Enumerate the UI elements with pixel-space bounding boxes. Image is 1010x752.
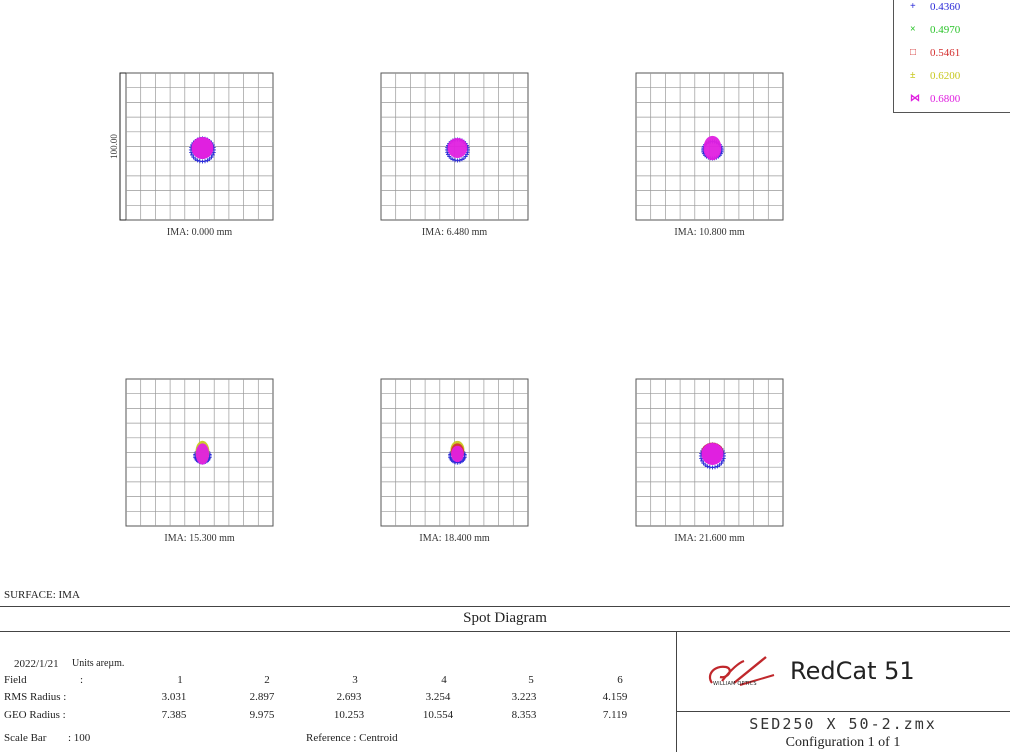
rms-value: 4.159 — [602, 691, 628, 703]
spot-point — [700, 458, 705, 463]
spot-point — [197, 159, 202, 164]
spot-plot: IMA: 6.480 mm — [380, 72, 529, 238]
scale-bar-value: : 100 — [68, 732, 91, 744]
spot-point — [717, 463, 722, 467]
logo-subtext: WILLIAM OPTICS — [713, 681, 757, 687]
wavelength-legend: + 0.4360 × 0.4970 □ 0.5461 ± 0.6200 ⋈ 0.… — [893, 0, 1010, 113]
legend-item: ± 0.6200 — [894, 69, 1010, 87]
date-text: 2022/1/21 — [14, 658, 59, 670]
spot-core — [195, 443, 210, 465]
spot-point — [703, 463, 708, 467]
legend-item: × 0.4970 — [894, 23, 1010, 41]
geo-value: 9.975 — [249, 709, 275, 721]
geo-value: 10.554 — [422, 709, 454, 721]
spot-point — [210, 152, 215, 157]
chart-title: Spot Diagram — [463, 610, 547, 626]
spot-point — [701, 461, 706, 466]
panel-divider — [676, 631, 677, 752]
spot-plot: IMA: 18.400 mm — [380, 378, 529, 544]
field-number: 2 — [264, 674, 270, 686]
title-row: Spot Diagram — [0, 607, 1010, 632]
field-number: 5 — [528, 674, 534, 686]
spot-core — [701, 442, 724, 465]
spot-point — [195, 158, 200, 163]
legend-label: 0.6800 — [930, 93, 961, 105]
reference-text: Reference : Centroid — [306, 732, 398, 744]
field-label: IMA: 18.400 mm — [419, 533, 490, 544]
file-name: SED250 X 50-2.zmx — [749, 715, 937, 733]
spot-diagram-plots: IMA: 0.000 mm IMA: 6.480 mm IMA: 10.800 mm… — [109, 72, 784, 544]
spot-point — [720, 458, 725, 463]
spot-core — [447, 137, 468, 158]
field-label: Field — [4, 674, 27, 686]
geo-value: 7.385 — [161, 709, 187, 721]
info-panel: Spot Diagram 2022/1/21 Units areµm. Fiel… — [0, 606, 1010, 752]
rms-value: 3.223 — [511, 691, 537, 703]
field-label: IMA: 6.480 mm — [422, 227, 488, 238]
legend-item: □ 0.5461 — [894, 46, 1010, 64]
spot-point — [445, 152, 450, 157]
legend-marker-icon: ± — [910, 70, 916, 81]
spot-point — [719, 461, 724, 466]
legend-item: ⋈ 0.6800 — [894, 92, 1010, 110]
geo-value: 7.119 — [602, 709, 628, 721]
spot-core — [703, 135, 722, 161]
branding-divider — [676, 711, 1010, 712]
spot-point — [459, 157, 464, 162]
legend-label: 0.4360 — [930, 1, 961, 13]
field-number: 3 — [352, 674, 358, 686]
surface-label: SURFACE: IMA — [4, 589, 80, 601]
spot-point — [453, 158, 458, 163]
product-name: RedCat 51 — [790, 657, 915, 685]
spot-point — [207, 157, 212, 161]
spot-point — [209, 155, 214, 160]
field-number: 4 — [441, 674, 447, 686]
spot-core — [451, 445, 464, 463]
spot-core — [191, 136, 214, 159]
spot-point — [715, 464, 720, 469]
geo-value: 10.253 — [333, 709, 365, 721]
field-label: IMA: 10.800 mm — [674, 227, 745, 238]
rms-value: 2.897 — [249, 691, 275, 703]
spot-point — [193, 157, 198, 161]
spot-point — [205, 158, 210, 163]
legend-item: + 0.4360 — [894, 0, 1010, 18]
units-text: Units areµm. — [72, 658, 125, 669]
legend-label: 0.5461 — [930, 47, 961, 59]
legend-marker-icon: × — [910, 24, 916, 35]
field-colon: : — [80, 674, 84, 686]
field-number: 6 — [617, 674, 623, 686]
scale-bar — [119, 72, 126, 221]
field-label: IMA: 21.600 mm — [674, 533, 745, 544]
legend-label: 0.4970 — [930, 24, 961, 36]
rms-value: 3.254 — [425, 691, 451, 703]
legend-marker-icon: + — [910, 1, 916, 12]
rms-label: RMS Radius : — [4, 691, 67, 703]
scale-bar-label: Scale Bar — [4, 732, 47, 744]
spot-point — [190, 152, 195, 157]
field-number: 1 — [177, 674, 183, 686]
legend-marker-icon: ⋈ — [910, 93, 920, 104]
spot-plot: IMA: 0.000 mm — [125, 72, 274, 238]
rms-value: 3.031 — [161, 691, 187, 703]
scale-bar-label: 100.00 — [109, 134, 119, 159]
spot-plot: IMA: 21.600 mm — [635, 378, 784, 544]
field-label: IMA: 15.300 mm — [164, 533, 235, 544]
geo-value: 8.353 — [511, 709, 537, 721]
legend-marker-icon: □ — [910, 47, 917, 58]
field-label: IMA: 0.000 mm — [167, 227, 233, 238]
rms-value: 2.693 — [336, 691, 362, 703]
william-optics-logo-icon — [708, 656, 775, 686]
spot-plot: IMA: 10.800 mm — [635, 72, 784, 238]
spot-plot: IMA: 15.300 mm — [125, 378, 274, 544]
configuration-text: Configuration 1 of 1 — [785, 735, 901, 750]
spot-point — [191, 155, 196, 160]
geo-label: GEO Radius : — [4, 709, 66, 721]
spot-point — [707, 465, 712, 470]
legend-label: 0.6200 — [930, 70, 961, 82]
spot-point — [705, 464, 710, 469]
